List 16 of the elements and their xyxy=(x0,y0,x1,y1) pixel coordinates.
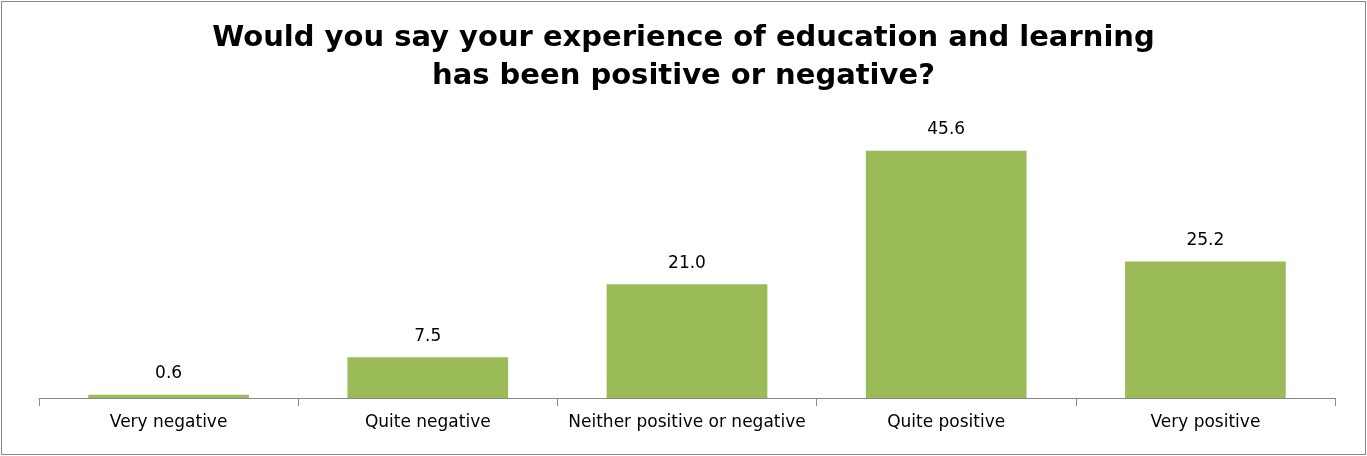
data-label: 0.6 xyxy=(155,362,183,383)
bar xyxy=(347,357,509,398)
x-tick-label: Very positive xyxy=(1150,410,1261,431)
bar xyxy=(865,150,1027,398)
x-tick-label: Very negative xyxy=(109,410,228,431)
x-tick-label: Quite positive xyxy=(887,410,1006,431)
bar xyxy=(606,284,768,398)
data-label: 45.6 xyxy=(927,118,966,139)
bar xyxy=(88,394,249,398)
x-tick-label: Quite negative xyxy=(364,410,491,431)
data-label: 21.0 xyxy=(668,251,706,272)
x-tick-label: Neither positive or negative xyxy=(568,410,806,431)
chart-title: Would you say your experience of education and learning has been positive or negative? xyxy=(212,19,1155,91)
bar xyxy=(1125,261,1286,398)
data-label: 25.2 xyxy=(1186,228,1225,249)
data-label: 7.5 xyxy=(414,324,442,345)
